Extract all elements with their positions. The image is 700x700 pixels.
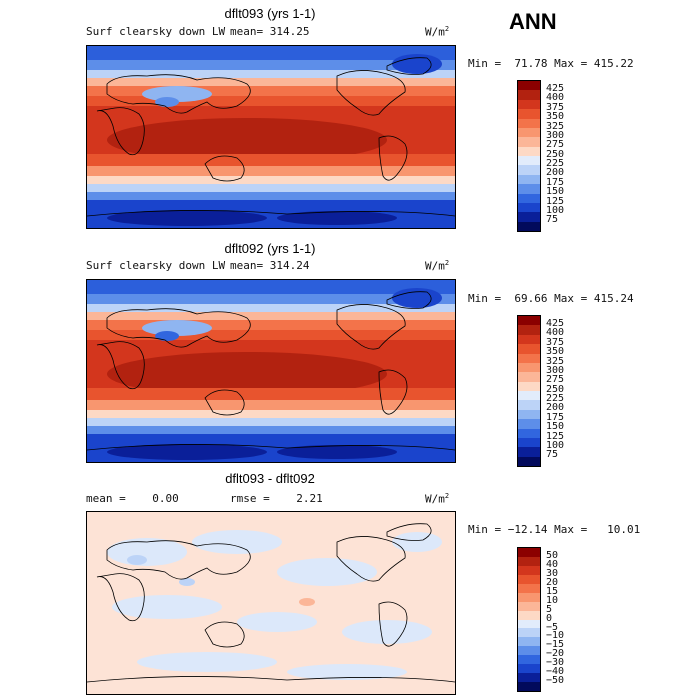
panel2-mean: mean= 314.24 (230, 259, 310, 272)
cb1-tick: 250 (546, 148, 565, 160)
cb2-tick: 325 (546, 355, 565, 367)
cb3-tick: −40 (546, 666, 565, 678)
cb2-tick: 200 (546, 402, 565, 414)
cb1-tick: 200 (546, 167, 565, 179)
cb2-tick: 175 (546, 411, 565, 423)
panel3-colorbar-labels: 50 40 30 20 15 10 5 0 −5 −10 −15 −20 −30… (546, 551, 586, 694)
cb2-tick: 425 (546, 318, 565, 329)
cb3-tick: −30 (546, 657, 565, 669)
panel2-colorbar (517, 315, 541, 467)
panel1-colorbar-labels: 425 400 375 350 325 300 275 250 225 200 … (546, 84, 586, 234)
cb3-tick: 40 (546, 558, 559, 570)
cb2-tick: 100 (546, 439, 565, 451)
panel3-stats: Min = −12.14 Max = 10.01 (468, 523, 641, 536)
panel3-rmse: rmse = 2.21 (230, 492, 323, 505)
cb2-tick: 125 (546, 430, 565, 442)
cb1-tick: 175 (546, 176, 565, 188)
cb2-tick: 275 (546, 374, 565, 386)
panel1-map (86, 45, 456, 229)
cb1-tick: 325 (546, 120, 565, 132)
cb3-tick: −20 (546, 648, 565, 660)
cb2-tick: 400 (546, 327, 565, 339)
panel2-units: W/m2 (425, 259, 450, 273)
cb1-tick: 375 (546, 101, 565, 113)
panel3-map (86, 511, 456, 695)
panel3-title: dflt093 - dflt092 (225, 471, 315, 486)
cb2-tick: 250 (546, 383, 565, 395)
season-label: ANN (509, 9, 557, 34)
cb2-tick: 225 (546, 393, 565, 404)
cb3-tick: 20 (546, 576, 559, 588)
cb2-tick: 375 (546, 336, 565, 348)
cb3-tick: 50 (546, 550, 559, 561)
cb2-tick: 150 (546, 421, 565, 433)
panel1-stats: Min = 71.78 Max = 415.22 (468, 57, 634, 70)
cb3-tick: 15 (546, 585, 559, 597)
cb2-tick: 300 (546, 364, 565, 376)
panel3-units: W/m2 (425, 492, 450, 506)
panel2-field: Surf clearsky down LW (86, 259, 226, 272)
cb3-tick: −15 (546, 639, 565, 651)
cb3-tick: 30 (546, 567, 559, 579)
panel1-map-plot (87, 46, 455, 228)
cb1-tick: 275 (546, 139, 565, 151)
panel1-title: dflt093 (yrs 1-1) (224, 6, 316, 21)
cb1-tick: 150 (546, 186, 565, 198)
cb3-tick: −10 (546, 630, 565, 642)
panel1-units: W/m2 (425, 25, 450, 39)
cb3-tick: 0 (546, 612, 553, 624)
cb2-tick: 350 (546, 346, 565, 358)
cb1-tick: 400 (546, 92, 565, 104)
panel1-colorbar (517, 80, 541, 232)
cb1-tick: 350 (546, 111, 565, 123)
panel3-map-plot (87, 512, 455, 694)
panel3-colorbar (517, 547, 541, 692)
cb1-tick: 225 (546, 158, 565, 169)
cb1-tick: 100 (546, 204, 565, 216)
panel2-map (86, 279, 456, 463)
panel1-field: Surf clearsky down LW (86, 25, 226, 38)
cb1-tick: 75 (546, 214, 559, 226)
cb3-tick: 5 (546, 603, 553, 615)
panel2-colorbar-labels: 425 400 375 350 325 300 275 250 225 200 … (546, 319, 586, 469)
cb1-tick: 300 (546, 129, 565, 141)
cb2-tick: 75 (546, 449, 559, 461)
panel2-map-plot (87, 280, 455, 462)
panel2-stats: Min = 69.66 Max = 415.24 (468, 292, 634, 305)
panel1-mean: mean= 314.25 (230, 25, 310, 38)
cb1-tick: 425 (546, 83, 565, 94)
panel2-title: dflt092 (yrs 1-1) (224, 241, 316, 256)
cb3-tick: −5 (546, 621, 559, 633)
panel3-mean: mean = 0.00 (86, 492, 179, 505)
cb1-tick: 125 (546, 195, 565, 207)
cb3-tick: −50 (546, 675, 565, 687)
cb3-tick: 10 (546, 594, 559, 606)
